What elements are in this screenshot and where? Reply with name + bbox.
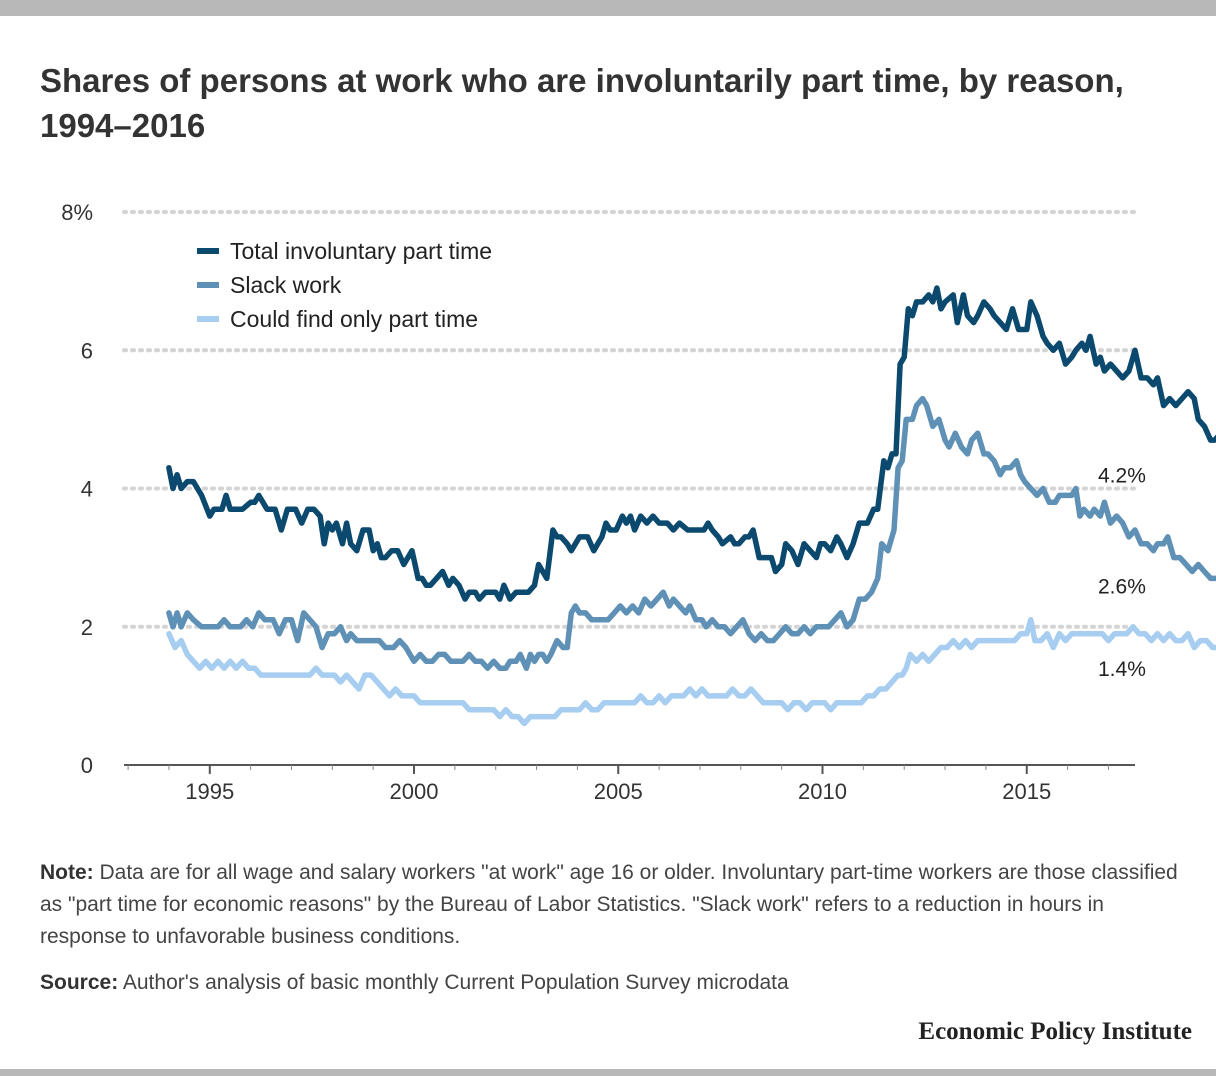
x-tick-label-2000: 2000 [390, 779, 439, 804]
end-label-could-find-only-part-time: 1.4% [1098, 658, 1146, 681]
x-tick-label-1995: 1995 [185, 779, 234, 804]
end-label-total-involuntary-part-time: 4.2% [1098, 465, 1146, 488]
chart-title: Shares of persons at work who are involu… [40, 62, 1124, 144]
x-tick-label-2005: 2005 [594, 779, 643, 804]
chart-note: Note: Data are for all wage and salary w… [40, 857, 1190, 953]
y-tick-label-2: 2 [81, 615, 93, 640]
legend-label-could-find-only-part-time: Could find only part time [230, 306, 478, 332]
series-lines [166, 285, 1216, 727]
source-label: Source: [40, 971, 119, 994]
series-line-slack-work [166, 395, 1216, 671]
x-axis: 1995 2000 2005 2010 2015 [124, 764, 1135, 804]
series-line-total-involuntary-part-time [166, 285, 1216, 602]
series-line-could-find-only-part-time [166, 617, 1216, 727]
publisher-logo: Economic Policy Institute [918, 1018, 1192, 1045]
legend: Total involuntary part time Slack work Cou… [197, 238, 492, 332]
y-tick-label-4: 4 [81, 477, 93, 502]
y-tick-label-8: 8% [61, 200, 93, 225]
x-tick-label-2010: 2010 [798, 779, 847, 804]
legend-label-slack-work: Slack work [230, 272, 342, 298]
note-label: Note: [40, 861, 94, 884]
chart-source: Source: Author's analysis of basic month… [40, 967, 1190, 999]
end-label-slack-work: 2.6% [1098, 575, 1146, 598]
source-text: Author's analysis of basic monthly Curre… [118, 971, 789, 994]
x-tick-label-2015: 2015 [1002, 779, 1051, 804]
y-tick-label-6: 6 [81, 338, 93, 363]
y-tick-label-0: 0 [81, 753, 93, 778]
bottom-border [0, 1069, 1216, 1076]
end-labels: 4.2% 2.6% 1.4% [1098, 465, 1146, 682]
note-text: Data are for all wage and salary workers… [40, 861, 1178, 948]
top-border [0, 0, 1216, 16]
legend-label-total-involuntary-part-time: Total involuntary part time [230, 238, 492, 264]
y-axis-tick-labels: 0 2 4 6 8% [61, 200, 93, 778]
